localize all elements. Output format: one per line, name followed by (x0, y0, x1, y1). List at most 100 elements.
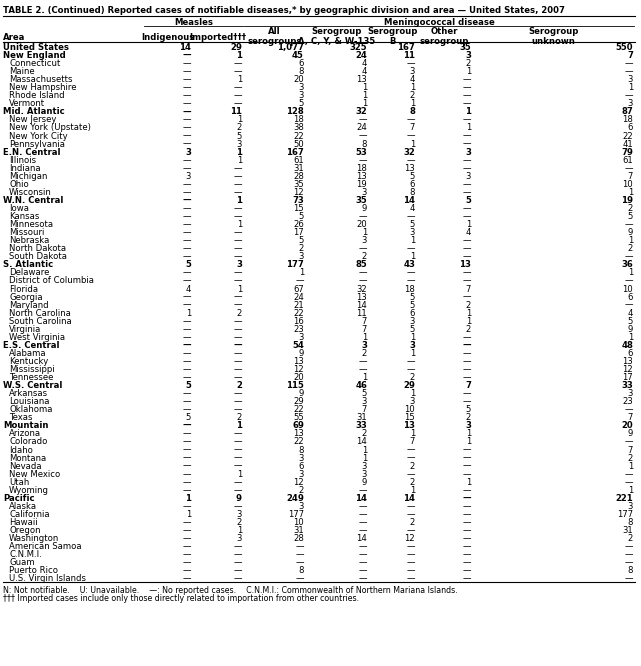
Text: 45: 45 (292, 51, 304, 60)
Text: 221: 221 (615, 494, 633, 503)
Text: 2: 2 (362, 252, 367, 261)
Text: 1: 1 (236, 422, 242, 430)
Text: —: — (463, 510, 471, 519)
Text: ††† Imported cases include only those directly related to importation from other: ††† Imported cases include only those di… (3, 594, 359, 603)
Text: 1: 1 (465, 107, 471, 117)
Text: 6: 6 (628, 292, 633, 302)
Text: 20: 20 (293, 373, 304, 382)
Text: 10: 10 (293, 518, 304, 527)
Text: 35: 35 (459, 43, 471, 52)
Text: 24: 24 (356, 123, 367, 133)
Text: 2: 2 (237, 308, 242, 318)
Text: Area: Area (3, 33, 26, 43)
Text: 7: 7 (410, 438, 415, 446)
Text: —: — (183, 91, 191, 101)
Text: 5: 5 (628, 317, 633, 326)
Text: 3: 3 (409, 341, 415, 350)
Text: 20: 20 (356, 220, 367, 229)
Text: —: — (183, 212, 191, 221)
Text: 33: 33 (355, 422, 367, 430)
Text: 38: 38 (293, 123, 304, 133)
Text: 5: 5 (362, 389, 367, 398)
Text: 13: 13 (293, 357, 304, 366)
Text: —: — (406, 132, 415, 141)
Text: —: — (233, 204, 242, 213)
Text: —: — (183, 518, 191, 527)
Text: —: — (358, 558, 367, 567)
Text: —: — (463, 542, 471, 551)
Text: —: — (406, 502, 415, 511)
Text: —: — (233, 349, 242, 358)
Text: 3: 3 (237, 140, 242, 149)
Text: 8: 8 (628, 518, 633, 527)
Text: 48: 48 (621, 341, 633, 350)
Text: —: — (406, 357, 415, 366)
Text: 2: 2 (465, 414, 471, 422)
Text: —: — (463, 164, 471, 172)
Text: —: — (624, 164, 633, 172)
Text: Indiana: Indiana (9, 164, 40, 172)
Text: Kentucky: Kentucky (9, 357, 48, 366)
Text: —: — (233, 365, 242, 374)
Text: 128: 128 (287, 107, 304, 117)
Text: —: — (406, 268, 415, 278)
Text: —: — (233, 244, 242, 253)
Text: 1: 1 (410, 333, 415, 342)
Text: —: — (233, 486, 242, 495)
Text: Maine: Maine (9, 67, 35, 76)
Text: 4: 4 (465, 228, 471, 237)
Text: —: — (183, 534, 191, 543)
Text: New Jersey: New Jersey (9, 115, 56, 125)
Text: 22: 22 (293, 132, 304, 141)
Text: —: — (183, 99, 191, 109)
Text: 5: 5 (410, 300, 415, 310)
Text: —: — (463, 236, 471, 245)
Text: —: — (358, 212, 367, 221)
Text: 1: 1 (186, 510, 191, 519)
Text: Puerto Rico: Puerto Rico (9, 566, 58, 575)
Text: —: — (183, 204, 191, 213)
Text: Rhode Island: Rhode Island (9, 91, 65, 101)
Text: —: — (233, 252, 242, 261)
Text: —: — (183, 454, 191, 463)
Text: —: — (233, 292, 242, 302)
Text: —: — (624, 276, 633, 286)
Text: —: — (183, 228, 191, 237)
Text: 3: 3 (299, 470, 304, 479)
Text: —: — (233, 317, 242, 326)
Text: 1: 1 (237, 470, 242, 479)
Text: —: — (463, 132, 471, 141)
Text: 7: 7 (362, 325, 367, 334)
Text: 1: 1 (465, 317, 471, 326)
Text: —: — (463, 268, 471, 278)
Text: Maryland: Maryland (9, 300, 49, 310)
Text: 7: 7 (628, 446, 633, 454)
Text: 1: 1 (628, 268, 633, 278)
Text: —: — (463, 180, 471, 189)
Text: 6: 6 (410, 180, 415, 189)
Text: Pennsylvania: Pennsylvania (9, 140, 65, 149)
Text: 18: 18 (356, 164, 367, 172)
Text: Georgia: Georgia (9, 292, 42, 302)
Text: 1: 1 (410, 83, 415, 93)
Text: 24: 24 (355, 51, 367, 60)
Text: 5: 5 (299, 212, 304, 221)
Text: —: — (463, 156, 471, 165)
Text: 5: 5 (410, 172, 415, 180)
Text: 3: 3 (299, 454, 304, 463)
Text: 22: 22 (293, 405, 304, 414)
Text: 4: 4 (186, 284, 191, 294)
Text: —: — (624, 405, 633, 414)
Text: —: — (463, 558, 471, 567)
Text: West Virginia: West Virginia (9, 333, 65, 342)
Text: 3: 3 (237, 510, 242, 519)
Text: —: — (624, 542, 633, 551)
Text: —: — (296, 550, 304, 559)
Text: Alabama: Alabama (9, 349, 47, 358)
Text: Meningococcal disease: Meningococcal disease (383, 18, 494, 27)
Text: 1: 1 (628, 188, 633, 197)
Text: —: — (233, 99, 242, 109)
Text: New York City: New York City (9, 132, 67, 141)
Text: 1: 1 (410, 349, 415, 358)
Text: 1: 1 (465, 430, 471, 438)
